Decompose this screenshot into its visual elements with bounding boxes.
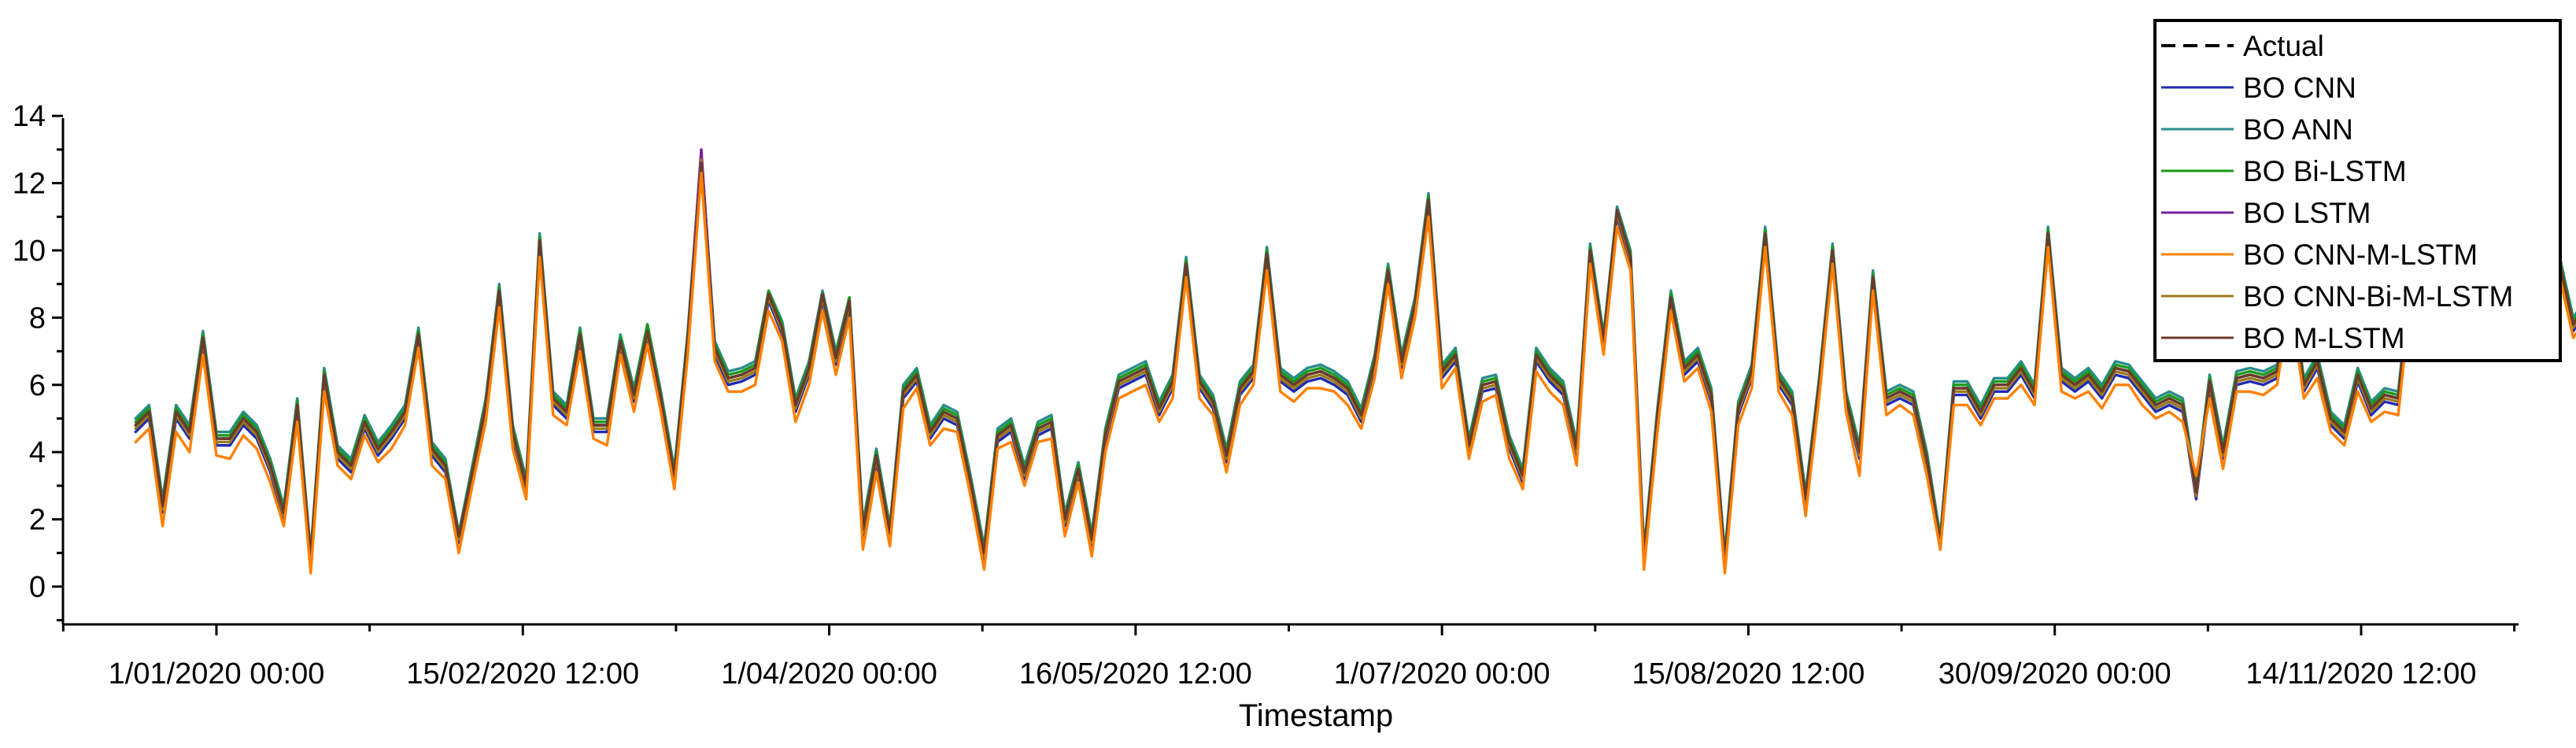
y-tick-label: 14 xyxy=(13,100,46,133)
legend-label: BO M-LSTM xyxy=(2243,322,2405,354)
x-axis-title: Timestamp xyxy=(1239,698,1393,733)
y-tick-label: 6 xyxy=(29,369,46,402)
x-ticks: 1/01/2020 00:00 15/02/2020 12:00 1/04/2020… xyxy=(61,624,2516,691)
legend-label: BO Bi-LSTM xyxy=(2243,155,2407,187)
x-tick-label: 30/09/2020 00:00 xyxy=(1938,657,2171,691)
x-tick-label: 15/02/2020 12:00 xyxy=(406,657,639,691)
y-tick-label: 10 xyxy=(13,235,46,268)
axes xyxy=(61,118,2519,626)
y-tick-label: 0 xyxy=(29,571,46,604)
y-tick-label: 2 xyxy=(29,504,46,537)
series-line-bo-m-lstm xyxy=(134,161,2576,561)
legend-label: BO ANN xyxy=(2243,113,2353,146)
series-line-bo-cnn-m-lstm xyxy=(134,172,2576,575)
y-tick-label: 4 xyxy=(29,436,46,469)
x-tick-label: 1/01/2020 00:00 xyxy=(109,657,325,691)
y-ticks: 0 2 4 6 8 10 12 14 xyxy=(13,100,63,622)
y-tick-label: 12 xyxy=(13,168,46,201)
legend-label: Actual xyxy=(2243,30,2324,62)
legend-label: BO CNN-M-LSTM xyxy=(2243,239,2478,271)
x-tick-label: 1/04/2020 00:00 xyxy=(721,657,937,691)
legend: Actual BO CNN BO ANN BO Bi-LSTM BO LSTM BO CN… xyxy=(2153,19,2562,362)
legend-label: BO CNN xyxy=(2243,72,2356,104)
y-tick-label: 8 xyxy=(29,302,46,335)
x-tick-label: 1/07/2020 00:00 xyxy=(1334,657,1550,691)
legend-label: BO CNN-Bi-M-LSTM xyxy=(2243,280,2513,313)
legend-label: BO LSTM xyxy=(2243,197,2371,229)
x-tick-label: 14/11/2020 12:00 xyxy=(2245,657,2476,691)
legend-box xyxy=(2153,19,2562,362)
x-tick-label: 16/05/2020 12:00 xyxy=(1019,657,1252,691)
series-layer xyxy=(134,148,2576,575)
x-tick-label: 15/08/2020 12:00 xyxy=(1632,657,1865,691)
